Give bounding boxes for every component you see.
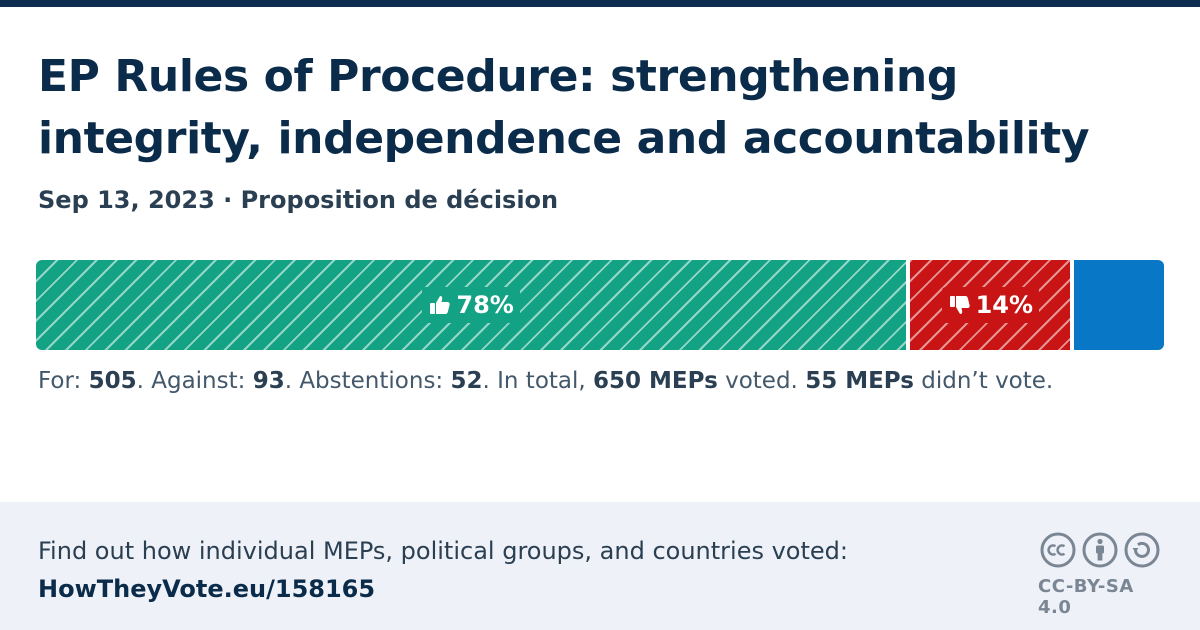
footer-text: Find out how individual MEPs, political … (38, 532, 848, 608)
for-prefix: For: (38, 368, 89, 394)
for-percentage: 78% (456, 291, 514, 319)
not-voted-suffix: didn’t vote. (913, 368, 1054, 394)
for-count: 505 (88, 368, 137, 394)
for-pill: 78% (422, 287, 520, 323)
for-segment: 78% (36, 260, 907, 350)
vote-result-bar: 78% 14% (36, 260, 1164, 350)
vote-link[interactable]: HowTheyVote.eu/158165 (38, 575, 376, 603)
license-block: CC-BY-SA 4.0 (1038, 532, 1162, 618)
against-prefix: . Against: (136, 368, 253, 394)
vote-date-and-type: Sep 13, 2023 · Proposition de décision (38, 186, 559, 214)
thumbs-down-icon (949, 296, 970, 314)
against-pill: 14% (941, 287, 1040, 323)
page-title: EP Rules of Procedure: strengthening int… (38, 51, 1090, 164)
abstention-segment (1074, 260, 1164, 350)
against-count: 93 (252, 368, 285, 394)
not-voted-count: 55 MEPs (805, 368, 914, 394)
cc-icon (1040, 532, 1076, 568)
total-suffix: voted. (717, 368, 806, 394)
top-accent-bar (0, 0, 1200, 7)
abstentions-count: 52 (450, 368, 483, 394)
abstentions-prefix: . Abstentions: (284, 368, 451, 394)
sa-icon (1124, 532, 1160, 568)
license-icons (1040, 532, 1160, 568)
against-percentage: 14% (975, 291, 1034, 319)
total-count: 650 MEPs (593, 368, 718, 394)
license-label: CC-BY-SA 4.0 (1038, 576, 1134, 618)
footer-description: Find out how individual MEPs, political … (38, 537, 848, 565)
total-prefix: . In total, (482, 368, 594, 394)
vote-summary: For: 505. Against: 93. Abstentions: 52. … (38, 368, 1168, 394)
thumbs-up-icon (430, 296, 451, 314)
against-segment: 14% (910, 260, 1071, 350)
footer: Find out how individual MEPs, political … (0, 502, 1200, 630)
by-icon (1082, 532, 1118, 568)
